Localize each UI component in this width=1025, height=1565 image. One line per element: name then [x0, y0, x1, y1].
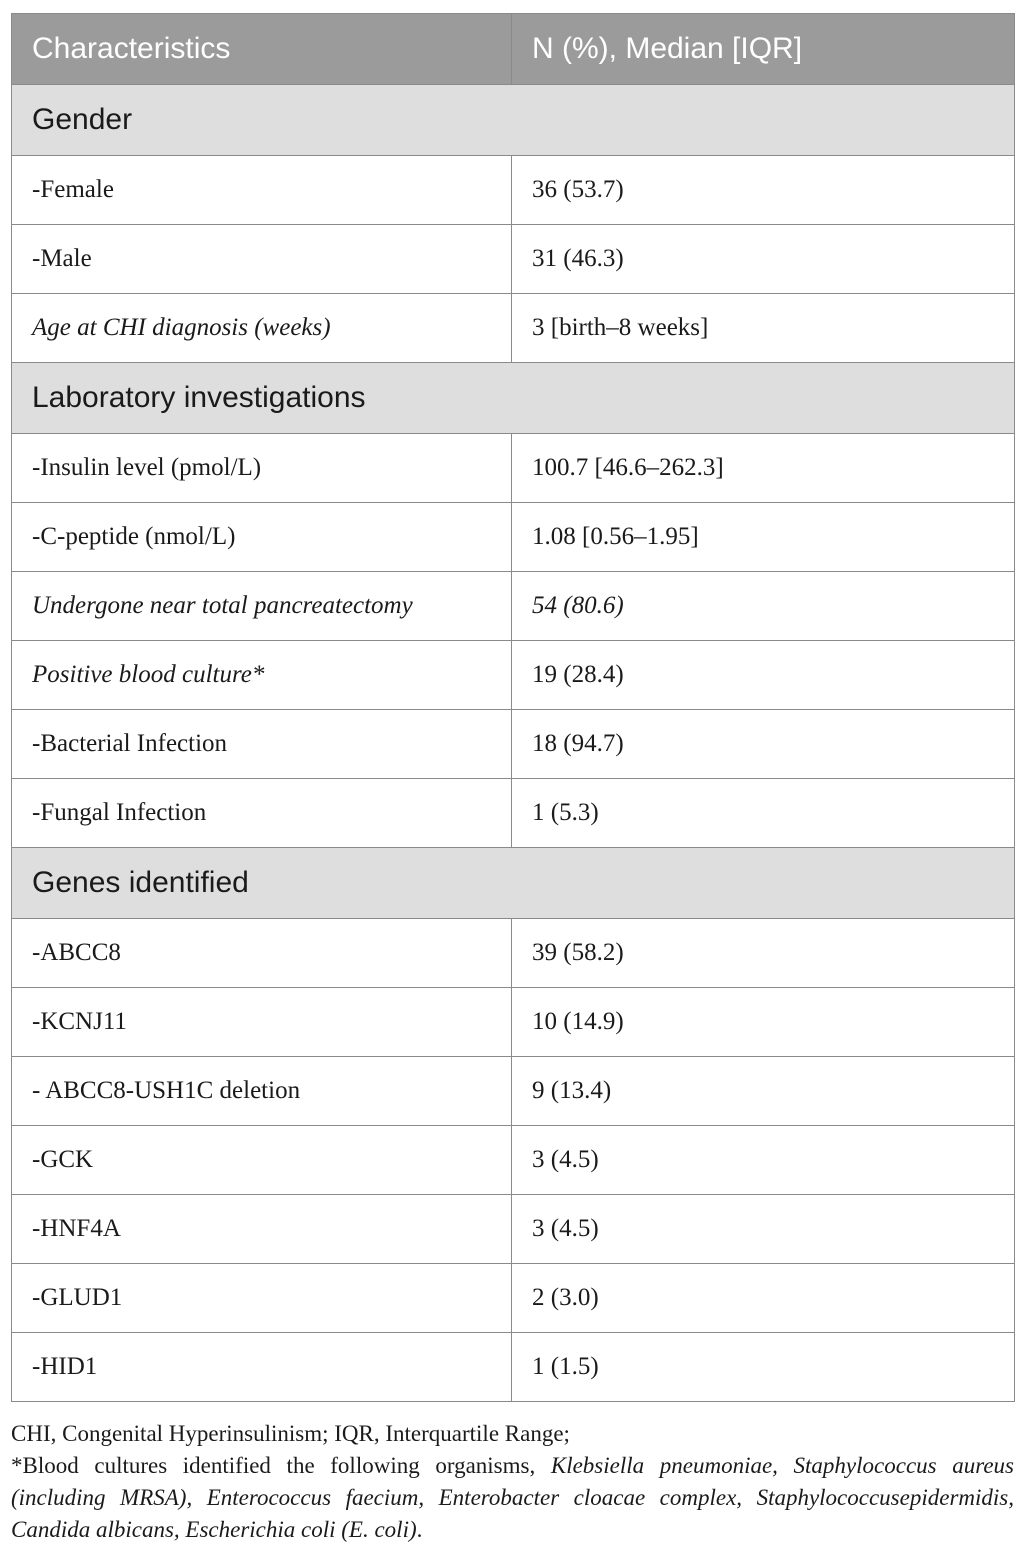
row-label: - ABCC8-USH1C deletion [11, 1056, 512, 1126]
row-value: 3 (4.5) [511, 1194, 1015, 1264]
row-label: Positive blood culture* [11, 640, 512, 710]
section-label: Laboratory investigations [11, 362, 1015, 434]
row-value: 18 (94.7) [511, 709, 1015, 779]
header-characteristics: Characteristics [11, 13, 512, 85]
section-row: Laboratory investigations [11, 362, 1015, 434]
row-label: -GLUD1 [11, 1263, 512, 1333]
row-label: -GCK [11, 1125, 512, 1195]
table-body: Gender -Female 36 (53.7) -Male 31 (46.3) Age … [11, 84, 1015, 1402]
row-label: Undergone near total pancreatectomy [11, 571, 512, 641]
row-label: -Female [11, 155, 512, 225]
footnote-organisms: *Blood cultures identified the following… [11, 1450, 1014, 1546]
row-label: -ABCC8 [11, 918, 512, 988]
row-label: -Bacterial Infection [11, 709, 512, 779]
table-row: -Bacterial Infection 18 (94.7) [11, 709, 1015, 779]
footnote-organisms-end: . [416, 1517, 423, 1542]
table-row: Age at CHI diagnosis (weeks) 3 [birth–8 w… [11, 293, 1015, 363]
section-label: Genes identified [11, 847, 1015, 919]
table-row: Positive blood culture* 19 (28.4) [11, 640, 1015, 710]
table-row: -KCNJ11 10 (14.9) [11, 987, 1015, 1057]
row-value: 1 (1.5) [511, 1332, 1015, 1402]
section-row: Genes identified [11, 847, 1015, 919]
header-value: N (%), Median [IQR] [511, 13, 1015, 85]
row-value: 1.08 [0.56–1.95] [511, 502, 1015, 572]
row-label: -HID1 [11, 1332, 512, 1402]
row-value: 2 (3.0) [511, 1263, 1015, 1333]
section-row: Gender [11, 84, 1015, 156]
table-row: -GCK 3 (4.5) [11, 1125, 1015, 1195]
row-label: Age at CHI diagnosis (weeks) [11, 293, 512, 363]
table-row: -HID1 1 (1.5) [11, 1332, 1015, 1402]
footnote-organisms-list: Klebsiella pneumoniae, Staphylococcus au… [11, 1453, 1014, 1542]
row-value: 3 [birth–8 weeks] [511, 293, 1015, 363]
table-row: -GLUD1 2 (3.0) [11, 1263, 1015, 1333]
table-row: -Female 36 (53.7) [11, 155, 1015, 225]
table-row: -Fungal Infection 1 (5.3) [11, 778, 1015, 848]
table-row: -Insulin level (pmol/L) 100.7 [46.6–262.3… [11, 433, 1015, 503]
table-header-row: Characteristics N (%), Median [IQR] [11, 13, 1015, 85]
footnote-organisms-intro: *Blood cultures identified the following… [11, 1453, 551, 1478]
table-row: -Male 31 (46.3) [11, 224, 1015, 294]
row-label: -HNF4A [11, 1194, 512, 1264]
table-row: -HNF4A 3 (4.5) [11, 1194, 1015, 1264]
row-value: 31 (46.3) [511, 224, 1015, 294]
row-label: -Male [11, 224, 512, 294]
table-row: -C-peptide (nmol/L) 1.08 [0.56–1.95] [11, 502, 1015, 572]
row-label: -C-peptide (nmol/L) [11, 502, 512, 572]
row-value: 1 (5.3) [511, 778, 1015, 848]
row-value: 10 (14.9) [511, 987, 1015, 1057]
table-footnotes: CHI, Congenital Hyperinsulinism; IQR, In… [11, 1418, 1014, 1546]
row-value: 36 (53.7) [511, 155, 1015, 225]
row-value: 100.7 [46.6–262.3] [511, 433, 1015, 503]
characteristics-table: Characteristics N (%), Median [IQR] Gend… [11, 13, 1015, 1402]
footnote-abbreviations: CHI, Congenital Hyperinsulinism; IQR, In… [11, 1421, 570, 1446]
table-row: -ABCC8 39 (58.2) [11, 918, 1015, 988]
table-row: Undergone near total pancreatectomy 54 (8… [11, 571, 1015, 641]
row-value: 3 (4.5) [511, 1125, 1015, 1195]
row-label: -Insulin level (pmol/L) [11, 433, 512, 503]
row-value: 19 (28.4) [511, 640, 1015, 710]
row-label: -KCNJ11 [11, 987, 512, 1057]
row-value: 54 (80.6) [511, 571, 1015, 641]
row-value: 39 (58.2) [511, 918, 1015, 988]
section-label: Gender [11, 84, 1015, 156]
table-row: - ABCC8-USH1C deletion 9 (13.4) [11, 1056, 1015, 1126]
row-value: 9 (13.4) [511, 1056, 1015, 1126]
row-label: -Fungal Infection [11, 778, 512, 848]
